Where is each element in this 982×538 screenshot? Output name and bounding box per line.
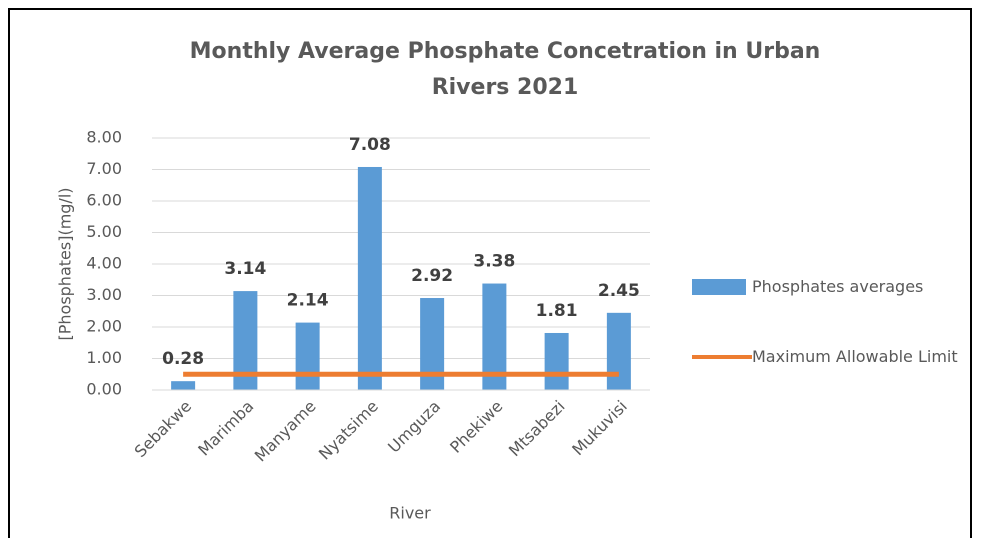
legend-item: Maximum Allowable Limit — [692, 346, 972, 368]
data-label: 3.14 — [224, 259, 266, 279]
data-label: 3.38 — [473, 252, 515, 272]
x-tick-label: Umguza — [384, 397, 444, 457]
data-label: 2.45 — [598, 281, 640, 301]
bar — [606, 312, 631, 390]
y-tick-label: 6.00 — [86, 191, 122, 210]
legend-label: Phosphates averages — [752, 277, 924, 296]
bar — [295, 322, 320, 390]
bar — [171, 381, 196, 390]
chart-title: Monthly Average Phosphate Concetration i… — [189, 39, 821, 100]
x-tick-label: Marimba — [194, 397, 257, 460]
y-tick-label: 7.00 — [86, 159, 122, 178]
y-tick-label: 3.00 — [86, 285, 122, 304]
x-tick-label: Mukuvisi — [568, 397, 631, 460]
bar — [544, 332, 569, 390]
legend-swatch — [692, 276, 752, 298]
chart-frame — [8, 8, 972, 538]
legend-swatch — [692, 346, 752, 368]
x-tick-label: Manyame — [251, 397, 320, 466]
y-tick-label: 1.00 — [86, 348, 122, 367]
x-tick-label: Nyatsime — [315, 397, 382, 464]
chart: River [Phosphates](mg/l) 0.00 1.00 2.00 3.0… — [56, 128, 650, 523]
data-label: 1.81 — [536, 301, 578, 321]
y-tick-label: 0.00 — [86, 380, 122, 399]
y-tick-label: 2.00 — [86, 317, 122, 336]
x-tick-label: Sebakwe — [131, 397, 195, 461]
bar — [357, 166, 382, 390]
y-axis-title: [Phosphates](mg/l) — [56, 187, 75, 340]
x-tick-label: Mtsabezi — [505, 397, 569, 461]
legend-item: Phosphates averages — [692, 276, 972, 298]
legend-label: Maximum Allowable Limit — [752, 347, 958, 366]
x-tick-label: Phekiwe — [446, 397, 506, 457]
data-label: 0.28 — [162, 349, 204, 369]
y-tick-label: 4.00 — [86, 254, 122, 273]
x-axis-title: River — [389, 504, 431, 523]
data-label: 7.08 — [349, 135, 391, 155]
data-label: 2.92 — [411, 266, 453, 286]
data-label: 2.14 — [287, 291, 329, 311]
y-tick-label: 8.00 — [86, 128, 122, 147]
y-tick-label: 5.00 — [86, 222, 122, 241]
